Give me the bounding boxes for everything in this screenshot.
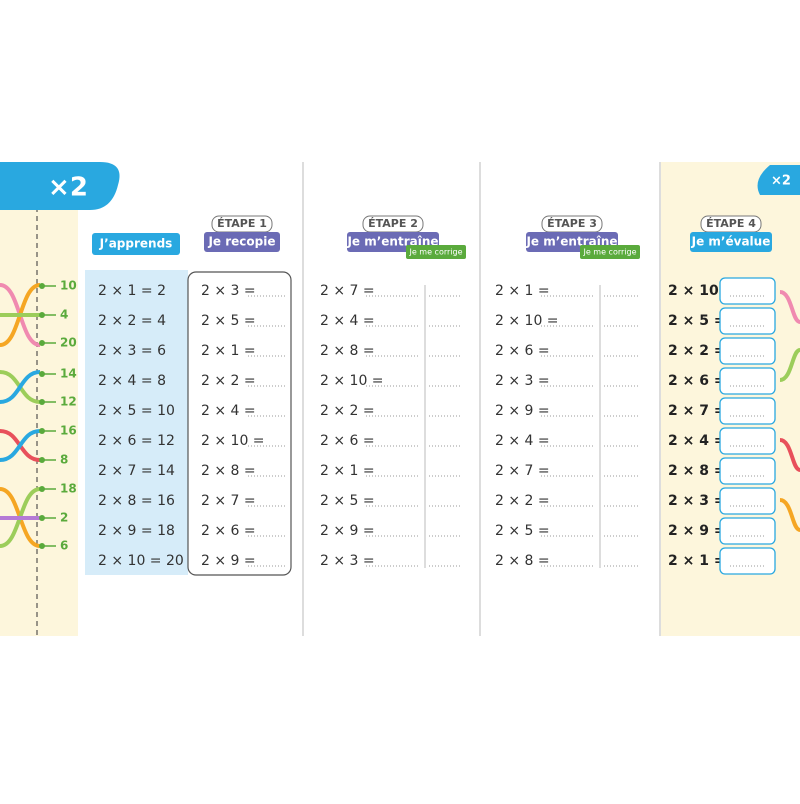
exercise-row: 2 × 7 = [201,493,256,509]
learn-row: 2 × 7 = 14 [98,463,175,479]
learn-row: 2 × 4 = 8 [98,373,166,389]
exercise-row: 2 × 5 = [320,493,375,509]
exercise-row: 2 × 3 = [668,493,726,509]
answer-box [719,427,776,455]
exercise-row: 2 × 6 = [668,373,726,389]
answer-box [719,337,776,365]
exercise-row: 2 × 4 = [320,313,375,329]
answer-box [719,547,776,575]
exercise-row: 2 × 8 = [201,463,256,479]
exercise-row: 2 × 5 = [668,313,726,329]
exercise-row: 2 × 7 = [495,463,550,479]
exercise-row: 2 × 7 = [320,283,375,299]
exercise-row: 2 × 6 = [201,523,256,539]
step-subtitle-bg [580,245,640,259]
step-badge: ÉTAPE 3 [547,217,597,230]
exercise-row: 2 × 8 = [495,553,550,569]
step-subtitle-bg [406,245,466,259]
learn-row: 2 × 9 = 18 [98,523,175,539]
step-subtitle: Je me corrige [408,248,462,257]
learn-row: 2 × 2 = 4 [98,313,166,329]
answer-box [719,457,776,485]
learn-row: 2 × 10 = 20 [98,553,184,569]
learn-row: 2 × 6 = 12 [98,433,175,449]
copy-box [187,271,292,576]
exercise-row: 2 × 4 = [495,433,550,449]
exercise-row: 2 × 10 = [668,283,735,299]
right-badge-bg [757,165,800,195]
answer-box [719,367,776,395]
exercise-row: 2 × 2 = [668,343,726,359]
strip-number: 16 [60,424,77,438]
exercise-row: 2 × 1 = [495,283,550,299]
exercise-row: 2 × 2 = [320,403,375,419]
strip-number: 18 [60,482,77,496]
strip-number: 6 [60,539,68,553]
learn-label: J’apprends [99,237,173,251]
exercise-row: 2 × 6 = [320,433,375,449]
strip-number: 8 [60,453,68,467]
exercise-row: 2 × 8 = [668,463,726,479]
exercise-row: 2 × 1 = [320,463,375,479]
answer-box [719,487,776,515]
exercise-row: 2 × 4 = [201,403,256,419]
exercise-row: 2 × 10 = [320,373,384,389]
exercise-row: 2 × 7 = [668,403,726,419]
left-badge: ×2 [48,173,88,203]
exercise-row: 2 × 2 = [201,373,256,389]
step-badge: ÉTAPE 2 [368,217,418,230]
answer-box [719,307,776,335]
learn-label-bg [92,233,180,255]
strip-number: 20 [60,336,77,350]
learn-box [85,270,188,575]
strip-number: 4 [60,308,68,322]
exercise-row: 2 × 2 = [495,493,550,509]
learn-row: 2 × 3 = 6 [98,343,166,359]
answer-box [719,277,776,305]
exercise-row: 2 × 5 = [495,523,550,539]
exercise-row: 2 × 1 = [201,343,256,359]
exercise-row: 2 × 3 = [495,373,550,389]
exercise-row: 2 × 5 = [201,313,256,329]
strip-number: 2 [60,511,68,525]
exercise-row: 2 × 8 = [320,343,375,359]
right-badge: ×2 [771,174,791,189]
step-title-bg [690,232,772,252]
step-badge: ÉTAPE 4 [706,217,756,230]
exercise-row: 2 × 9 = [495,403,550,419]
step-title: Je recopie [207,235,275,249]
exercise-row: 2 × 9 = [668,523,726,539]
strip-number: 10 [60,279,77,293]
strip-number: 12 [60,395,77,409]
step-subtitle: Je me corrige [582,248,636,257]
learn-row: 2 × 8 = 16 [98,493,175,509]
left-badge-bg [0,162,120,210]
learn-row: 2 × 5 = 10 [98,403,175,419]
answer-box [719,397,776,425]
exercise-row: 2 × 10 = [201,433,265,449]
exercise-row: 2 × 9 = [201,553,256,569]
exercise-row: 2 × 4 = [668,433,726,449]
exercise-row: 2 × 1 = [668,553,726,569]
learn-row: 2 × 1 = 2 [98,283,166,299]
exercise-row: 2 × 3 = [201,283,256,299]
exercise-row: 2 × 3 = [320,553,375,569]
answer-box [719,517,776,545]
step-title: Je m’évalue [691,235,771,249]
exercise-row: 2 × 6 = [495,343,550,359]
left-strip [0,162,78,636]
strip-number: 14 [60,367,77,381]
step-badge: ÉTAPE 1 [217,217,267,230]
exercise-row: 2 × 9 = [320,523,375,539]
exercise-row: 2 × 10 = [495,313,559,329]
step-title-bg [204,232,280,252]
decor-curves [0,283,800,548]
